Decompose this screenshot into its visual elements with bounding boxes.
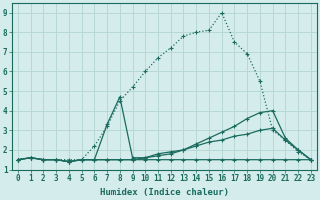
X-axis label: Humidex (Indice chaleur): Humidex (Indice chaleur): [100, 188, 229, 197]
